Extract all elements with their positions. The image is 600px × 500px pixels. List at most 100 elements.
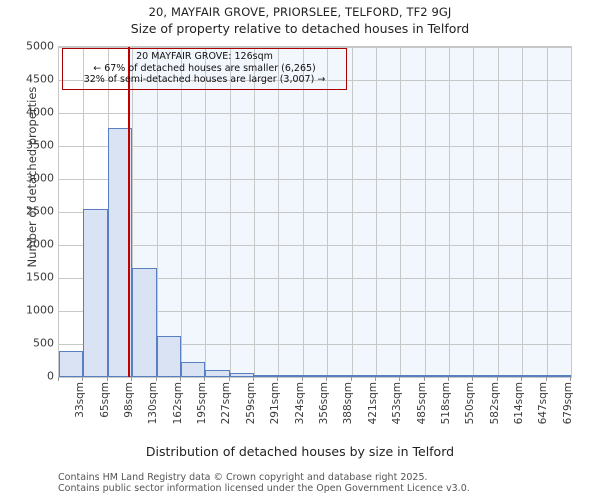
x-axis-tick-label: 421sqm	[366, 382, 379, 425]
gridline-horizontal	[59, 278, 571, 279]
x-axis-tick-mark	[204, 377, 206, 381]
footer-attribution: Contains HM Land Registry data © Crown c…	[58, 472, 598, 494]
histogram-bar	[375, 375, 401, 377]
histogram-bar	[59, 351, 84, 377]
x-axis-tick-label: 518sqm	[439, 382, 452, 425]
histogram-bar	[497, 375, 523, 377]
histogram-bar	[327, 375, 352, 377]
y-axis-tick-label: 5000	[26, 39, 54, 53]
x-axis-tick-mark	[58, 377, 59, 381]
y-axis-tick-label: 3500	[26, 138, 54, 152]
gridline-vertical	[449, 47, 451, 377]
y-axis-tick-label: 1500	[26, 270, 54, 284]
x-axis-tick-label: 388sqm	[342, 382, 355, 425]
footer-line-1: Contains HM Land Registry data © Crown c…	[58, 472, 428, 483]
x-axis-tick-mark	[106, 377, 108, 381]
x-axis-tick-label: 162sqm	[171, 382, 184, 425]
gridline-horizontal	[59, 146, 571, 147]
page-title: 20, MAYFAIR GROVE, PRIORSLEE, TELFORD, T…	[148, 5, 452, 19]
x-axis-tick-mark	[179, 377, 181, 381]
gridline-horizontal	[59, 113, 571, 114]
y-axis-tick-label: 3000	[26, 171, 54, 185]
x-axis-tick-label: 485sqm	[415, 382, 428, 425]
annotation-line-1: 20 MAYFAIR GROVE: 126sqm	[136, 51, 273, 62]
x-axis-tick-label: 647sqm	[537, 382, 550, 425]
histogram-bar	[254, 375, 279, 377]
y-axis-tick-label: 500	[33, 336, 54, 350]
x-axis-tick-label: 259sqm	[244, 382, 257, 425]
gridline-vertical	[156, 47, 158, 377]
x-axis-tick-label: 582sqm	[488, 382, 501, 425]
gridline-vertical	[497, 47, 499, 377]
gridline-vertical	[473, 47, 475, 377]
histogram-bar	[180, 361, 206, 377]
gridline-vertical	[180, 47, 182, 377]
gridline-vertical	[522, 47, 524, 377]
x-axis-tick-label: 227sqm	[220, 382, 233, 425]
x-axis-tick-label: 324sqm	[293, 382, 306, 425]
footer-line-2: Contains public sector information licen…	[58, 483, 470, 494]
x-axis-tick-mark	[253, 377, 255, 381]
y-axis-tick-label: 2500	[26, 204, 54, 218]
histogram-bar	[473, 375, 498, 377]
x-axis-tick-mark	[472, 377, 474, 381]
x-axis-tick-label: 550sqm	[464, 382, 477, 425]
x-axis-tick-label: 614sqm	[513, 382, 526, 425]
gridline-vertical	[327, 47, 329, 377]
annotation-line-2: ← 67% of detached houses are smaller (6,…	[93, 62, 316, 74]
x-axis-tick-label: 356sqm	[318, 382, 330, 425]
x-axis-tick-mark	[521, 377, 523, 381]
x-axis-tick-label: 679sqm	[561, 382, 574, 425]
x-axis-tick-label: 98sqm	[122, 382, 135, 418]
x-axis-tick-label: 453sqm	[391, 382, 404, 425]
histogram-bar	[400, 375, 425, 377]
y-axis-tick-label: 4500	[26, 72, 54, 86]
gridline-horizontal	[59, 344, 571, 345]
x-axis-tick-label: 33sqm	[74, 382, 87, 418]
gridline-vertical	[546, 47, 548, 377]
histogram-bar	[424, 375, 450, 377]
histogram-bar	[449, 375, 474, 377]
gridline-vertical	[205, 47, 207, 377]
gridline-vertical	[254, 47, 256, 377]
histogram-bar	[205, 369, 230, 377]
histogram-bar	[156, 336, 181, 377]
histogram-bar	[229, 373, 255, 377]
x-axis-tick-label: 195sqm	[196, 382, 209, 425]
x-axis-tick-mark	[448, 377, 450, 381]
chart-title-block: 20, MAYFAIR GROVE, PRIORSLEE, TELFORD, T…	[0, 4, 600, 38]
gridline-vertical	[375, 47, 377, 377]
x-axis-tick-label: 291sqm	[269, 382, 282, 425]
histogram-bar	[351, 375, 376, 377]
annotation-line-3: 32% of semi-detached houses are larger (…	[83, 74, 326, 85]
x-axis-title: Distribution of detached houses by size …	[145, 444, 455, 459]
histogram-bar	[546, 375, 571, 377]
gridline-horizontal	[59, 80, 571, 81]
histogram-bar	[107, 127, 133, 377]
gridline-vertical	[351, 47, 353, 377]
gridline-vertical	[278, 47, 280, 377]
property-annotation-box: 20 MAYFAIR GROVE: 126sqm ← 67% of detach…	[62, 48, 347, 90]
x-axis-tick-mark	[374, 377, 376, 381]
x-axis-tick-mark	[326, 377, 328, 381]
x-axis-tick-mark	[423, 377, 425, 381]
property-marker-line	[128, 47, 131, 377]
chart-subtitle: Size of property relative to detached ho…	[130, 21, 470, 36]
gridline-vertical	[424, 47, 426, 377]
y-axis-tick-label: 2000	[26, 237, 54, 251]
x-axis-tick-mark	[82, 377, 84, 381]
gridline-horizontal	[59, 47, 571, 48]
x-axis-tick-mark	[496, 377, 498, 381]
x-axis-tick-mark	[399, 377, 401, 381]
gridline-vertical	[302, 47, 304, 377]
gridline-horizontal	[59, 311, 571, 312]
x-axis-tick-mark	[570, 377, 571, 381]
gridline-horizontal	[59, 179, 571, 180]
x-axis-tick-mark	[350, 377, 352, 381]
gridline-horizontal	[59, 245, 571, 246]
gridline-horizontal	[59, 212, 571, 213]
gridline-vertical	[229, 47, 231, 377]
x-axis-tick-mark	[277, 377, 279, 381]
histogram-bar	[83, 208, 108, 377]
